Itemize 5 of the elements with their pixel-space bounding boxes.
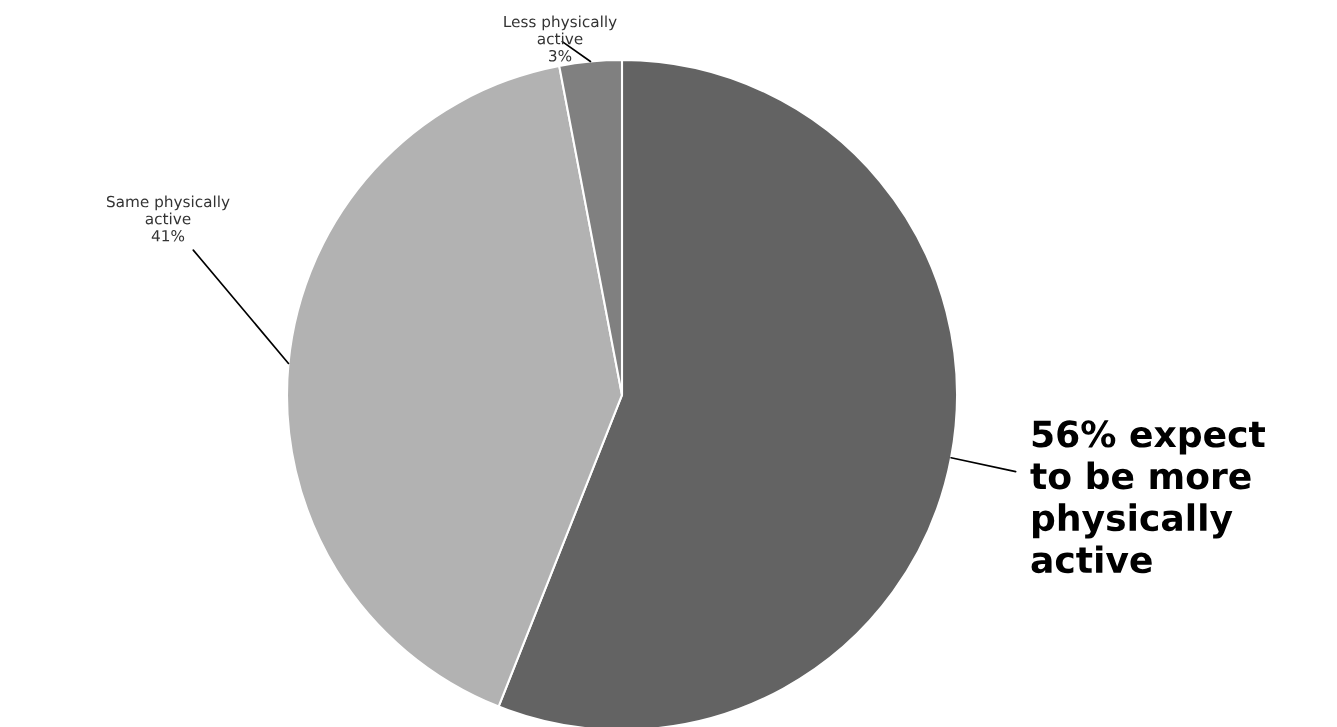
slice-label: Less physically active xyxy=(504,15,617,45)
data-label: 3% xyxy=(549,49,572,62)
text: 56% expect to be more physically active xyxy=(1030,420,1265,574)
data-label: 41% xyxy=(151,229,185,242)
slice-label: Same physically active xyxy=(106,195,230,225)
